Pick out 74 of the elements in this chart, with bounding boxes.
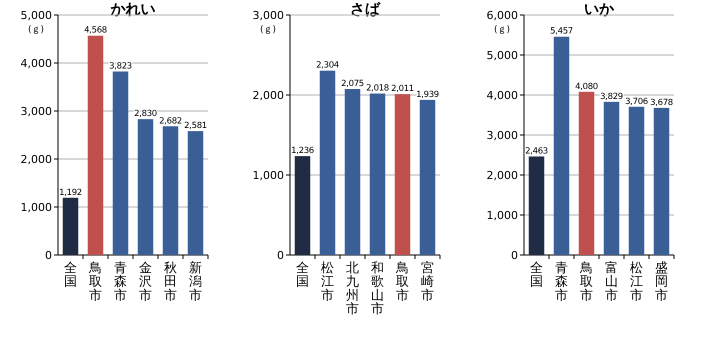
data-label: 1,939 — [416, 90, 439, 100]
data-label: 2,682 — [159, 116, 182, 126]
bar — [112, 71, 128, 255]
bar — [88, 36, 104, 255]
data-label: 3,823 — [109, 61, 132, 72]
y-axis-title: (ｇ) — [494, 25, 510, 35]
bar — [394, 94, 410, 255]
y-tick-label: 5,000 — [486, 49, 518, 62]
x-tick-label: 富山市 — [605, 260, 618, 304]
x-tick-label: 和歌山市 — [371, 261, 384, 317]
data-label: 4,080 — [575, 82, 598, 92]
y-tick-label: 4,000 — [486, 89, 518, 102]
data-label: 1,236 — [291, 146, 314, 156]
bar — [188, 131, 204, 255]
x-tick-label: 鳥取市 — [579, 261, 593, 304]
x-tick-label: 鳥取市 — [88, 261, 102, 304]
y-tick-label: 2,000 — [20, 153, 52, 166]
x-tick-label: 秋田市 — [164, 261, 177, 304]
y-axis-title: (ｇ) — [28, 25, 44, 35]
x-tick-label: 松江市 — [321, 261, 334, 304]
x-tick-label: 盛岡市 — [655, 261, 668, 304]
y-tick-label: 2,000 — [486, 169, 518, 182]
x-tick-label: 鳥取市 — [395, 261, 409, 304]
data-label: 2,830 — [134, 109, 157, 120]
y-tick-label: 0 — [277, 249, 284, 262]
x-tick-label: 宮崎市 — [421, 260, 434, 304]
x-tick-label: 青森市 — [555, 261, 568, 304]
data-label: 2,581 — [184, 121, 207, 132]
y-tick-label: 6,000 — [486, 9, 518, 22]
y-axis-title: (ｇ) — [260, 25, 276, 35]
data-label: 3,706 — [625, 96, 648, 107]
y-tick-label: 3,000 — [20, 105, 52, 118]
bar — [578, 92, 594, 255]
y-tick-label: 5,000 — [20, 9, 52, 22]
y-tick-label: 2,000 — [252, 89, 284, 102]
data-label: 2,011 — [391, 84, 414, 94]
y-tick-label: 3,000 — [252, 9, 284, 22]
bar — [370, 94, 386, 255]
data-label: 3,678 — [650, 98, 673, 108]
data-label: 5,457 — [550, 26, 573, 37]
y-tick-label: 1,000 — [252, 169, 284, 182]
y-tick-label: 1,000 — [20, 201, 52, 214]
x-tick-label: 北九州市 — [346, 261, 359, 317]
bar — [528, 156, 544, 255]
y-tick-label: 1,000 — [486, 209, 518, 222]
bar — [344, 89, 360, 255]
x-tick-label: 松江市 — [630, 261, 643, 304]
y-tick-label: 4,000 — [20, 57, 52, 70]
x-tick-label: 全国 — [530, 261, 543, 290]
y-tick-label: 3,000 — [486, 129, 518, 142]
data-label: 1,192 — [59, 188, 82, 198]
x-tick-label: 全国 — [64, 261, 77, 290]
y-tick-label: 0 — [45, 249, 52, 262]
x-tick-label: 金沢市 — [139, 261, 152, 304]
bar — [138, 119, 154, 255]
data-label: 2,304 — [316, 60, 339, 71]
bar — [628, 106, 644, 255]
data-label: 4,568 — [84, 26, 107, 36]
x-tick-label: 全国 — [296, 261, 309, 290]
bar — [294, 156, 310, 255]
bar — [604, 102, 620, 255]
y-tick-label: 0 — [511, 249, 518, 262]
bar — [654, 108, 670, 255]
bar — [554, 36, 570, 255]
data-label: 2,018 — [366, 84, 389, 94]
x-tick-label: 青森市 — [114, 261, 127, 304]
bar — [420, 100, 436, 255]
x-tick-label: 新潟市 — [189, 261, 202, 304]
bar — [62, 198, 78, 255]
bar — [162, 126, 178, 255]
bar — [320, 70, 336, 255]
data-label: 3,829 — [600, 92, 623, 102]
data-label: 2,075 — [341, 79, 364, 89]
data-label: 2,463 — [525, 146, 548, 156]
